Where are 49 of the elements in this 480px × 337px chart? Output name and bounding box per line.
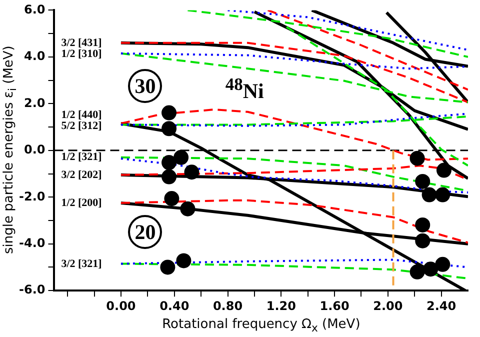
point [164,191,180,206]
x-tick-label: 2.40 [426,298,456,313]
point [160,260,176,275]
point [184,164,200,180]
point [176,253,192,268]
point [436,162,452,178]
point [162,105,177,120]
point [410,150,425,166]
point [162,169,177,184]
y-tick-label: -2.0 [18,189,46,204]
y-tick-label: 6.0 [24,2,46,16]
point [435,187,450,202]
annotation: 1/2 [321] [61,151,102,164]
annotation: 3/2 [431] [61,37,102,49]
point [174,150,189,165]
x-tick-label: 0.40 [160,298,190,313]
y-tick-label: -4.0 [18,236,46,250]
line-series [120,42,468,104]
x-tick-label: 0.00 [106,298,136,313]
point [423,262,438,277]
x-tick-label: 1.20 [266,298,296,313]
y-tick-label: 4.0 [24,49,46,64]
x-tick-label: 0.80 [212,298,243,313]
line-series [186,10,468,58]
annotation: 1/2 [310] [61,48,102,60]
y-tick-label: 2.0 [24,96,46,110]
annotation: 1/2 [200] [61,197,102,210]
point [415,217,430,232]
point [415,233,430,248]
y-tick-label: 0.0 [24,142,46,157]
annotation: 3/2 [202] [61,169,102,182]
point [180,201,196,216]
point [415,174,430,189]
circle-outline: 20 [128,214,162,249]
annotation: $^{48}$Ni [225,74,264,104]
x-axis-title: Rotational frequency Ω$_{x}$ (MeV) [162,317,360,335]
x-tick-label: 1.60 [320,298,350,313]
point [422,187,437,202]
annotation: 5/2 [312] [61,120,102,132]
circle-outline: 30 [128,68,162,103]
x-tick-label: 2.00 [373,298,403,313]
line-series [226,10,468,51]
point [435,256,450,272]
point [410,264,425,280]
annotation: 1/2 [440] [61,109,102,122]
annotation: 3/2 [321] [61,258,102,270]
point [162,121,177,136]
y-tick-label: -6.0 [18,282,46,297]
point [162,155,177,170]
